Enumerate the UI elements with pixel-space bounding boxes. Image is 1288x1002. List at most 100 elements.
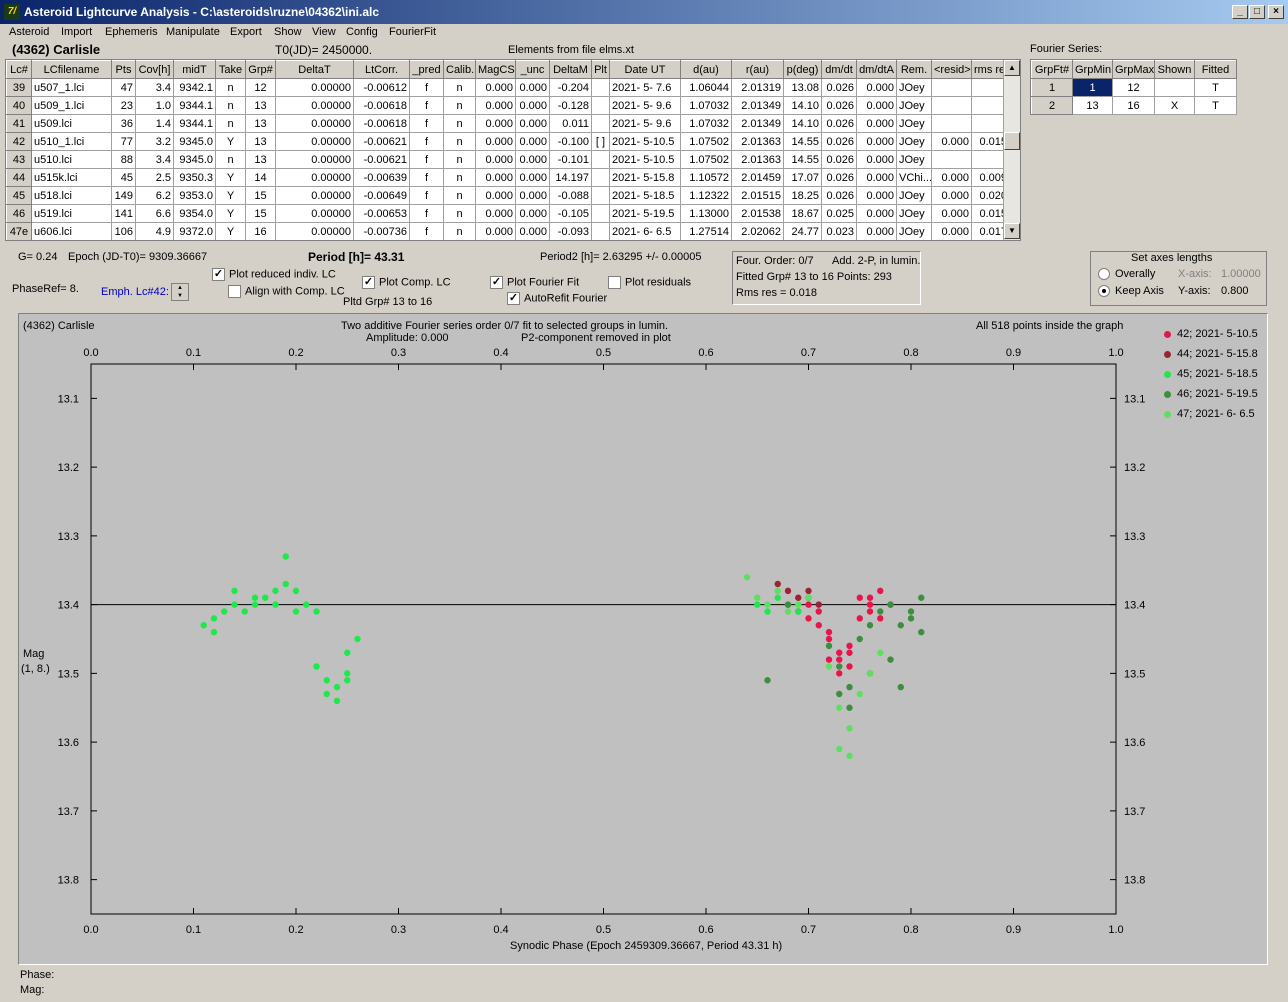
table-cell[interactable]: [ ] [591,132,610,151]
table-cell[interactable]: 0.026 [821,78,857,97]
column-header[interactable]: _pred [409,60,444,79]
table-cell[interactable]: n [215,96,246,115]
table-cell[interactable]: n [443,132,476,151]
table-cell[interactable]: 0.000 [515,132,550,151]
table-cell[interactable]: 0.000 [515,168,550,187]
table-cell[interactable]: 24.77 [783,222,822,240]
table-cell[interactable]: 0.026 [821,150,857,169]
table-cell[interactable]: 2.5 [135,168,174,187]
column-header[interactable]: Grp# [245,60,276,79]
fourier-cell[interactable]: T [1194,96,1237,115]
table-cell[interactable]: 12 [245,78,276,97]
table-cell[interactable]: 2.01349 [731,114,784,133]
table-cell[interactable]: 0.025 [821,204,857,223]
column-header[interactable]: <resid> [931,60,972,79]
table-cell[interactable]: 0.020 [971,186,1010,205]
table-cell[interactable]: 0.017 [971,222,1010,240]
table-cell[interactable]: Y [215,186,246,205]
table-cell[interactable]: 141 [111,204,136,223]
fourier-table[interactable]: GrpFt# GrpMin GrpMax Shown Fitted 1 1 12 T 2 13 16… [1030,59,1237,115]
table-cell[interactable] [591,168,610,187]
menu-fourierfit[interactable]: FourierFit [389,26,437,38]
table-cell[interactable]: n [443,114,476,133]
table-cell[interactable]: -0.101 [549,150,592,169]
plot-fourier-checkbox[interactable]: ✓ Plot Fourier Fit [490,276,579,289]
table-cell[interactable]: 18.67 [783,204,822,223]
table-cell[interactable]: 16 [245,222,276,240]
table-cell[interactable]: 47 [111,78,136,97]
maximize-button[interactable]: □ [1249,5,1265,19]
table-cell[interactable]: f [409,78,444,97]
table-cell[interactable]: 9345.0 [173,132,216,151]
table-cell[interactable]: JOey [896,186,932,205]
table-cell[interactable]: 0.000 [856,168,897,187]
table-cell[interactable]: 14.55 [783,132,822,151]
table-cell[interactable]: 1.07032 [680,96,732,115]
plot-reduced-checkbox[interactable]: ✓ Plot reduced indiv. LC [212,268,336,281]
table-cell[interactable]: 0.000 [475,132,516,151]
table-row[interactable]: 39 u507_1.lci 47 3.4 9342.1 n 12 0.00000 -0.0061… [6,78,1010,97]
table-cell[interactable]: n [443,78,476,97]
table-cell[interactable]: 9342.1 [173,78,216,97]
table-cell[interactable]: 14.55 [783,150,822,169]
table-cell[interactable]: 45 [111,168,136,187]
table-cell[interactable]: 2.01349 [731,96,784,115]
table-cell[interactable]: -0.088 [549,186,592,205]
table-cell[interactable]: -0.204 [549,78,592,97]
row-header[interactable]: 44 [6,168,32,187]
table-cell[interactable]: JOey [896,132,932,151]
table-cell[interactable]: 0.000 [475,186,516,205]
column-header[interactable]: LCfilename [31,60,112,79]
table-cell[interactable]: -0.00653 [353,204,410,223]
table-row[interactable]: 46 u519.lci 141 6.6 9354.0 Y 15 0.00000 -0.00653… [6,204,1010,223]
table-row[interactable]: 40 u509_1.lci 23 1.0 9344.1 n 13 0.00000 -0.0061… [6,96,1010,115]
table-cell[interactable]: 0.000 [515,186,550,205]
table-cell[interactable]: 3.4 [135,78,174,97]
table-cell[interactable]: 0.026 [821,168,857,187]
table-cell[interactable]: -0.00639 [353,168,410,187]
table-cell[interactable]: 0.000 [515,204,550,223]
fourier-cell[interactable]: 1 [1072,78,1113,97]
table-cell[interactable]: 88 [111,150,136,169]
table-cell[interactable]: VChi... [896,168,932,187]
table-cell[interactable]: 14.10 [783,114,822,133]
table-cell[interactable]: f [409,132,444,151]
table-cell[interactable]: 13 [245,114,276,133]
column-header[interactable]: d(au) [680,60,732,79]
table-cell[interactable]: 0.000 [931,222,972,240]
table-cell[interactable]: 13.08 [783,78,822,97]
spin-down-icon[interactable]: ▼ [177,293,183,299]
table-cell[interactable]: 0.000 [475,168,516,187]
table-cell[interactable]: 1.10572 [680,168,732,187]
fourier-column-header[interactable]: Fitted [1194,60,1237,79]
table-cell[interactable] [931,78,972,97]
table-cell[interactable]: 0.000 [931,132,972,151]
table-cell[interactable]: -0.00618 [353,96,410,115]
table-cell[interactable]: 0.000 [475,96,516,115]
row-header[interactable]: 47e [6,222,32,240]
table-row[interactable]: 42 u510_1.lci 77 3.2 9345.0 Y 13 0.00000 -0.0062… [6,132,1010,151]
table-cell[interactable]: n [215,150,246,169]
table-cell[interactable]: 0.000 [475,78,516,97]
table-row[interactable]: 45 u518.lci 149 6.2 9353.0 Y 15 0.00000 -0.00649… [6,186,1010,205]
fourier-column-header[interactable]: Shown [1154,60,1195,79]
table-cell[interactable] [591,78,610,97]
table-cell[interactable]: 0.00000 [275,78,354,97]
table-cell[interactable]: 9350.3 [173,168,216,187]
table-cell[interactable]: -0.00736 [353,222,410,240]
row-header[interactable]: 45 [6,186,32,205]
table-cell[interactable]: f [409,186,444,205]
table-cell[interactable]: 0.00000 [275,168,354,187]
table-cell[interactable]: 3.4 [135,150,174,169]
table-cell[interactable] [931,114,972,133]
table-cell[interactable] [931,150,972,169]
table-cell[interactable]: 2.01319 [731,78,784,97]
table-cell[interactable]: -0.00612 [353,78,410,97]
table-cell[interactable]: 0.026 [821,186,857,205]
table-cell[interactable] [591,150,610,169]
table-cell[interactable]: 0.015 [971,204,1010,223]
table-cell[interactable]: -0.00621 [353,150,410,169]
table-cell[interactable]: JOey [896,78,932,97]
table-cell[interactable]: 9354.0 [173,204,216,223]
checkbox-box[interactable]: ✓ [362,276,375,289]
